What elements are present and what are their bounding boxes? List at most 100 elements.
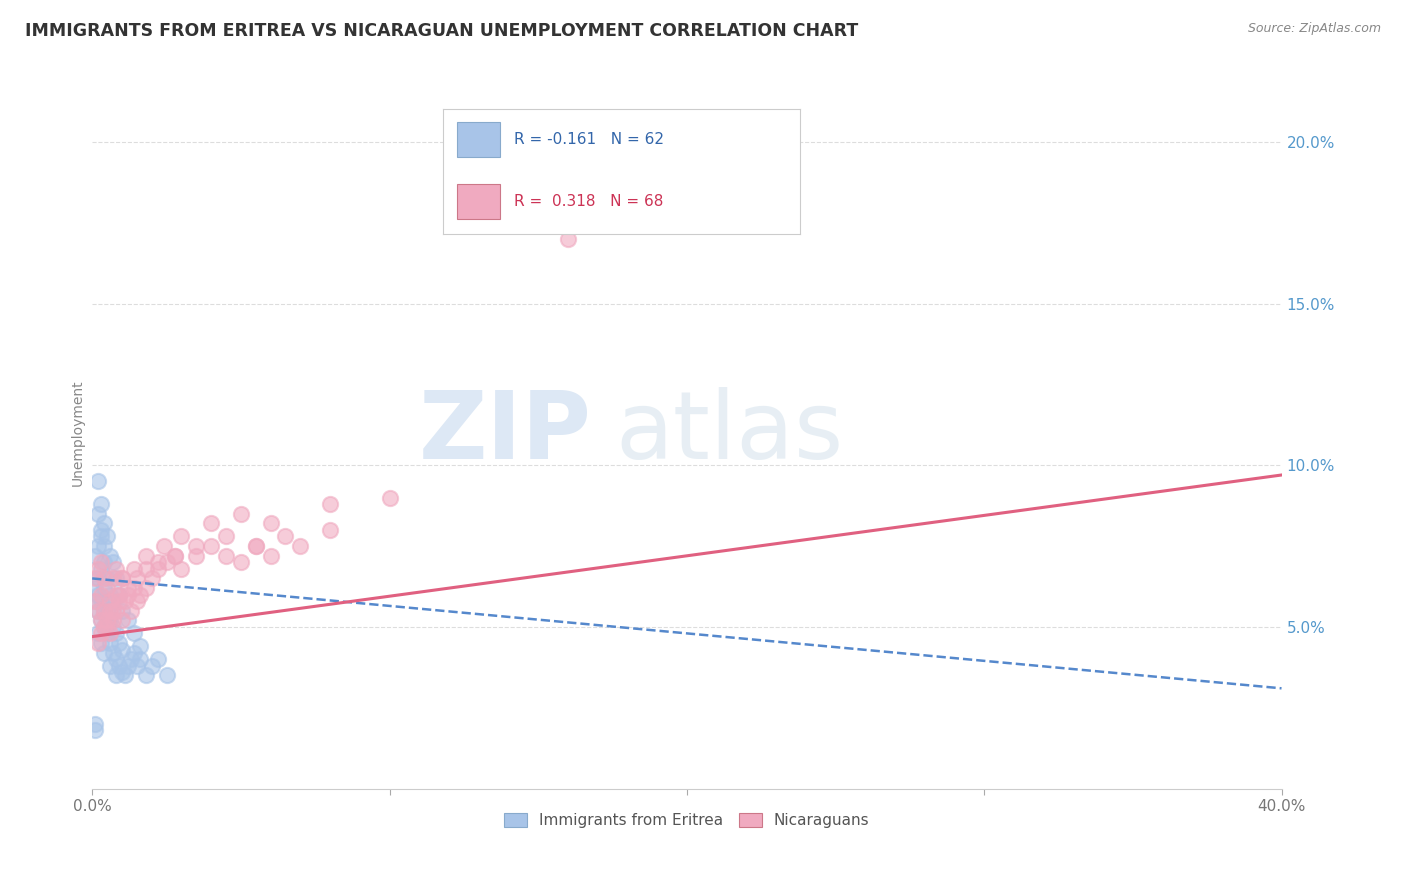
Point xyxy=(96,626,118,640)
Text: ZIP: ZIP xyxy=(419,387,592,479)
Point xyxy=(125,571,148,585)
Point xyxy=(90,523,112,537)
Point xyxy=(146,555,169,569)
Point xyxy=(122,626,145,640)
Point xyxy=(87,604,110,618)
Point xyxy=(87,539,110,553)
Point xyxy=(90,626,112,640)
Point xyxy=(90,588,112,602)
Point xyxy=(104,562,127,576)
Point xyxy=(84,549,107,563)
Point xyxy=(104,588,127,602)
Point xyxy=(84,723,107,738)
Point xyxy=(98,588,121,602)
Point xyxy=(319,497,342,511)
Point xyxy=(101,571,124,585)
Point xyxy=(90,529,112,543)
Point xyxy=(101,620,124,634)
Point xyxy=(125,594,148,608)
Point xyxy=(165,549,187,563)
Point xyxy=(111,571,134,585)
Point xyxy=(87,626,110,640)
Text: IMMIGRANTS FROM ERITREA VS NICARAGUAN UNEMPLOYMENT CORRELATION CHART: IMMIGRANTS FROM ERITREA VS NICARAGUAN UN… xyxy=(25,22,859,40)
Point xyxy=(111,614,134,628)
Point xyxy=(120,604,142,618)
Point xyxy=(87,588,110,602)
Point xyxy=(215,549,238,563)
Point xyxy=(98,636,121,650)
Point xyxy=(87,571,110,585)
Point xyxy=(108,636,131,650)
Point xyxy=(93,539,115,553)
Point xyxy=(101,555,124,569)
Point xyxy=(117,581,139,595)
Point xyxy=(111,642,134,657)
Point xyxy=(84,581,107,595)
Point xyxy=(90,562,112,576)
Point xyxy=(117,588,139,602)
Point xyxy=(155,555,177,569)
Point xyxy=(96,620,118,634)
Point xyxy=(104,626,127,640)
Point xyxy=(378,491,401,505)
Point xyxy=(186,549,208,563)
Point xyxy=(290,539,312,553)
Point xyxy=(93,581,115,595)
Point xyxy=(229,555,252,569)
Point xyxy=(114,594,136,608)
Point xyxy=(90,497,112,511)
Point xyxy=(90,636,112,650)
Legend: Immigrants from Eritrea, Nicaraguans: Immigrants from Eritrea, Nicaraguans xyxy=(498,807,876,834)
Point xyxy=(111,665,134,680)
Point xyxy=(96,604,118,618)
Point xyxy=(122,646,145,660)
Point xyxy=(245,539,267,553)
Point xyxy=(90,555,112,569)
Point xyxy=(557,232,579,246)
Point xyxy=(84,571,107,585)
Point xyxy=(93,516,115,531)
Point xyxy=(259,516,281,531)
Point xyxy=(101,614,124,628)
Point xyxy=(165,549,187,563)
Point xyxy=(155,668,177,682)
Point xyxy=(135,581,157,595)
Point xyxy=(128,652,150,666)
Point xyxy=(87,636,110,650)
Point xyxy=(215,529,238,543)
Point xyxy=(87,507,110,521)
Point xyxy=(84,594,107,608)
Point xyxy=(98,626,121,640)
Point xyxy=(229,507,252,521)
Point xyxy=(274,529,297,543)
Point xyxy=(128,588,150,602)
Point xyxy=(104,668,127,682)
Point xyxy=(108,594,131,608)
Point xyxy=(108,588,131,602)
Point xyxy=(135,549,157,563)
Point xyxy=(319,523,342,537)
Point xyxy=(96,571,118,585)
Point xyxy=(108,588,131,602)
Point xyxy=(96,614,118,628)
Point xyxy=(152,539,174,553)
Point xyxy=(93,571,115,585)
Point xyxy=(101,604,124,618)
Point xyxy=(141,658,163,673)
Point xyxy=(104,604,127,618)
Text: Source: ZipAtlas.com: Source: ZipAtlas.com xyxy=(1247,22,1381,36)
Point xyxy=(259,549,281,563)
Point xyxy=(93,620,115,634)
Point xyxy=(200,539,222,553)
Point xyxy=(84,717,107,731)
Point xyxy=(101,594,124,608)
Point xyxy=(111,571,134,585)
Point xyxy=(122,581,145,595)
Point xyxy=(128,640,150,654)
Point xyxy=(200,516,222,531)
Point xyxy=(87,475,110,489)
Point xyxy=(98,549,121,563)
Point xyxy=(90,594,112,608)
Point xyxy=(135,668,157,682)
Point xyxy=(117,658,139,673)
